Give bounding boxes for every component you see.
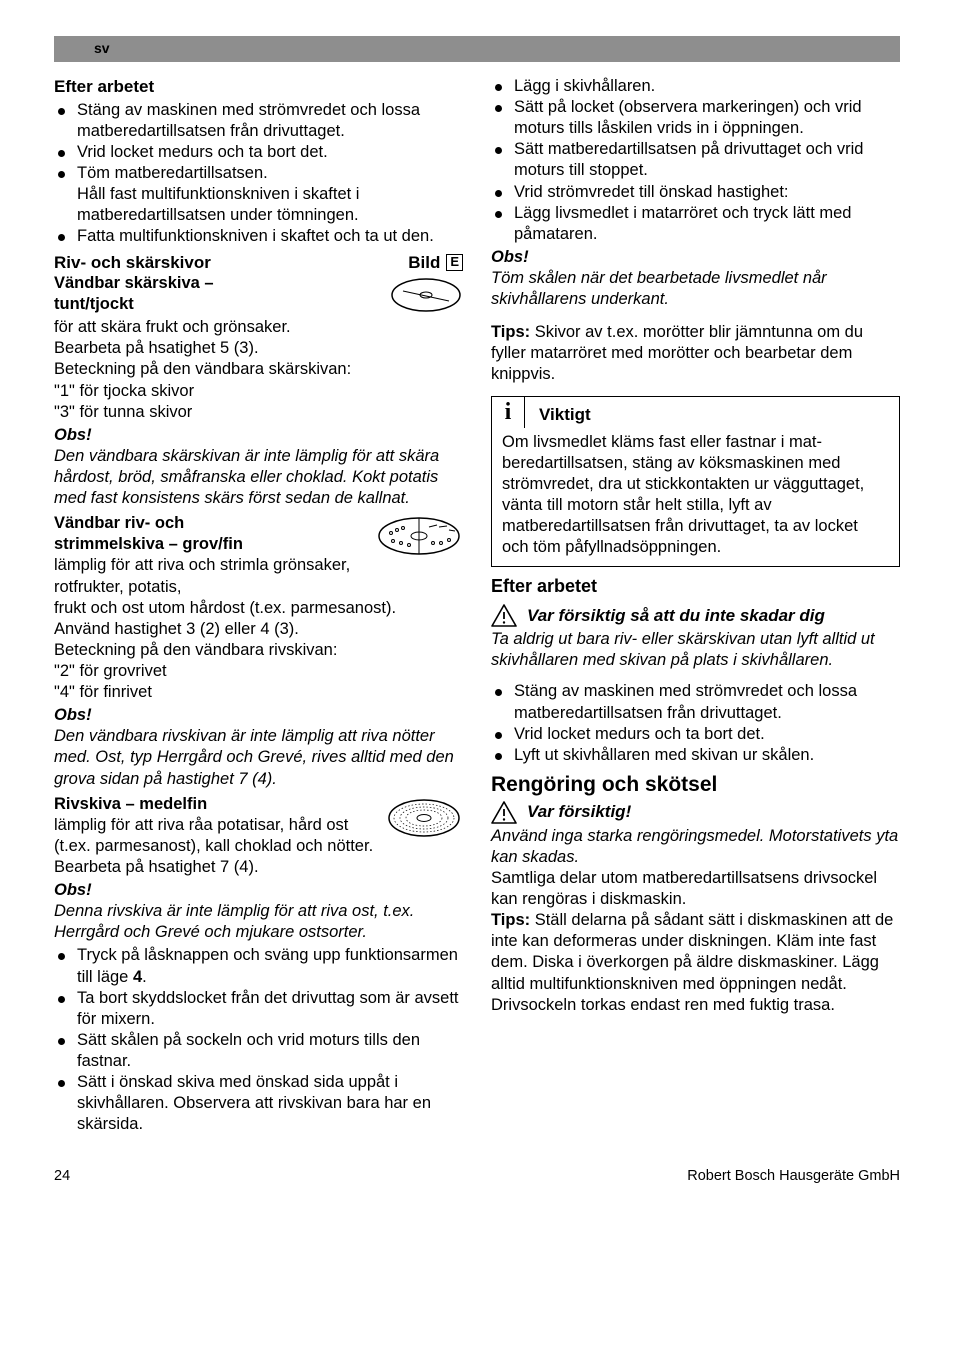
- tips-text: Ställ delarna på sådant sätt i diskmaski…: [491, 911, 893, 992]
- slicing-disc-block: Vändbar skärskiva – tunt/tjockt: [54, 273, 463, 317]
- obs-text: Den vändbara skärskivan är inte lämplig …: [54, 446, 463, 509]
- obs-label: Obs!: [54, 425, 463, 446]
- page-number: 24: [54, 1167, 70, 1186]
- heading-slicing-disc: Vändbar skärskiva –: [54, 273, 379, 294]
- list-item: Sätt matberedartillsatsen på drivuttaget…: [514, 139, 900, 181]
- lang-code: sv: [94, 40, 110, 58]
- columns: Efter arbetet Stäng av maskinen med strö…: [54, 74, 900, 1137]
- caution-title: Var försiktig!: [527, 801, 631, 823]
- list-item: Sätt på locket (observera markeringen) o…: [514, 97, 900, 139]
- list-item: Töm matberedartillsatsen. Håll fast mult…: [77, 163, 463, 226]
- list-item: Stäng av maskinen med strömvredet och lo…: [77, 100, 463, 142]
- list-item: Stäng av maskinen med strömvredet och lo…: [514, 681, 900, 723]
- figure-ref: Bild E: [408, 252, 463, 274]
- caution-text: Använd inga starka rengöringsmedel. Moto…: [491, 826, 900, 868]
- heading-riv: Riv- och skärskivor Bild E: [54, 252, 463, 274]
- heading-cleaning: Rengöring och skötsel: [491, 772, 900, 799]
- cleaning-text-2: Drivsockeln torkas endast ren med fuktig…: [491, 995, 900, 1016]
- footer: 24 Robert Bosch Hausgeräte GmbH: [54, 1167, 900, 1186]
- important-title: Viktigt: [539, 404, 591, 426]
- list-item: Lyft ut skivhållaren med skivan ur skåle…: [514, 745, 900, 766]
- heading-after-work-2: Efter arbetet: [491, 575, 900, 598]
- cleaning-text-1: Samtliga delar utom matberedartillsatsen…: [491, 868, 900, 910]
- obs-text: Den vändbara rivskivan är inte lämplig a…: [54, 726, 463, 789]
- important-box: i Viktigt Om livsmedlet kläms fast eller…: [491, 396, 900, 568]
- bild-label: Bild: [408, 252, 440, 274]
- heading-after-work: Efter arbetet: [54, 76, 463, 98]
- shredding-disc-block: Vändbar riv- och strimmelskiva – grov/fi…: [54, 513, 463, 597]
- tips-paragraph-2: Tips: Ställ delarna på sådant sätt i dis…: [491, 910, 900, 994]
- list-item: Sätt i önskad skiva med önskad sida uppå…: [77, 1072, 463, 1135]
- info-icon: i: [491, 396, 525, 428]
- tips-label: Tips:: [491, 911, 530, 929]
- warning-row: Var försiktig så att du inte skadar dig: [491, 604, 900, 627]
- grating-disc-icon: [385, 794, 463, 842]
- page: sv Efter arbetet Stäng av maskinen med s…: [0, 0, 954, 1216]
- caution-row: Var försiktig!: [491, 801, 900, 824]
- list-item: Tryck på låsknappen och sväng upp funkti…: [77, 945, 463, 987]
- after-work-2-list: Stäng av maskinen med strömvredet och lo…: [491, 681, 900, 765]
- obs-text: Töm skålen när det bearbetade livsmedlet…: [491, 268, 900, 310]
- list-item: Sätt skålen på sockeln och vrid moturs t…: [77, 1030, 463, 1072]
- warning-icon: [491, 604, 517, 627]
- shredding-text-1: lämplig för att riva och strimla grönsak…: [54, 555, 365, 597]
- heading-riv-text: Riv- och skärskivor: [54, 252, 211, 274]
- shredding-disc-icon: [375, 513, 463, 559]
- continued-steps: Lägg i skivhållaren. Sätt på locket (obs…: [491, 76, 900, 245]
- warning-text: Ta aldrig ut bara riv- eller skärskivan …: [491, 629, 900, 671]
- important-text: Om livsmedlet kläms fast eller fastnar i…: [502, 432, 889, 559]
- warning-title: Var försiktig så att du inte skadar dig: [527, 605, 825, 627]
- list-item: Vrid strömvredet till önskad hastighet:: [514, 182, 900, 203]
- bild-letter: E: [446, 254, 463, 270]
- slicing-disc-text: för att skära frukt och grönsaker. Bearb…: [54, 317, 463, 423]
- list-item: Lägg livsmedlet i matarröret och tryck l…: [514, 203, 900, 245]
- shredding-text-2: frukt och ost utom hårdost (t.ex. parmes…: [54, 598, 463, 704]
- grating-text-2: Bearbeta på hsatighet 7 (4).: [54, 857, 463, 878]
- tips-text: Skivor av t.ex. morötter blir jämntunna …: [491, 323, 863, 383]
- list-item: Ta bort skyddslocket från det drivuttag …: [77, 988, 463, 1030]
- slicing-disc-icon: [389, 273, 463, 317]
- list-item: Lägg i skivhållaren.: [514, 76, 900, 97]
- brand-name: Robert Bosch Hausgeräte GmbH: [687, 1167, 900, 1186]
- list-item: Vrid locket medurs och ta bort det.: [514, 724, 900, 745]
- header-bar: sv: [54, 36, 900, 62]
- grating-disc-block: Rivskiva – medelfin lämplig för att riva…: [54, 794, 463, 857]
- right-column: Lägg i skivhållaren. Sätt på locket (obs…: [491, 74, 900, 1137]
- heading-slicing-disc-2: tunt/tjockt: [54, 294, 379, 315]
- list-item: Vrid locket medurs och ta bort det.: [77, 142, 463, 163]
- heading-shredding-1: Vändbar riv- och: [54, 513, 365, 534]
- grating-text-1: lämplig för att riva råa potatisar, hård…: [54, 815, 375, 857]
- left-column: Efter arbetet Stäng av maskinen med strö…: [54, 74, 463, 1137]
- obs-label: Obs!: [491, 247, 900, 268]
- heading-grating: Rivskiva – medelfin: [54, 794, 375, 815]
- obs-label: Obs!: [54, 705, 463, 726]
- obs-label: Obs!: [54, 880, 463, 901]
- list-item: Fatta multifunktionskniven i skaftet och…: [77, 226, 463, 247]
- tips-paragraph: Tips: Skivor av t.ex. morötter blir jämn…: [491, 322, 900, 385]
- after-work-list: Stäng av maskinen med strömvredet och lo…: [54, 100, 463, 248]
- heading-shredding-2: strimmelskiva – grov/fin: [54, 534, 365, 555]
- obs-text: Denna rivskiva är inte lämplig för att r…: [54, 901, 463, 943]
- assembly-steps: Tryck på låsknappen och sväng upp funkti…: [54, 945, 463, 1135]
- warning-icon: [491, 801, 517, 824]
- tips-label: Tips:: [491, 323, 530, 341]
